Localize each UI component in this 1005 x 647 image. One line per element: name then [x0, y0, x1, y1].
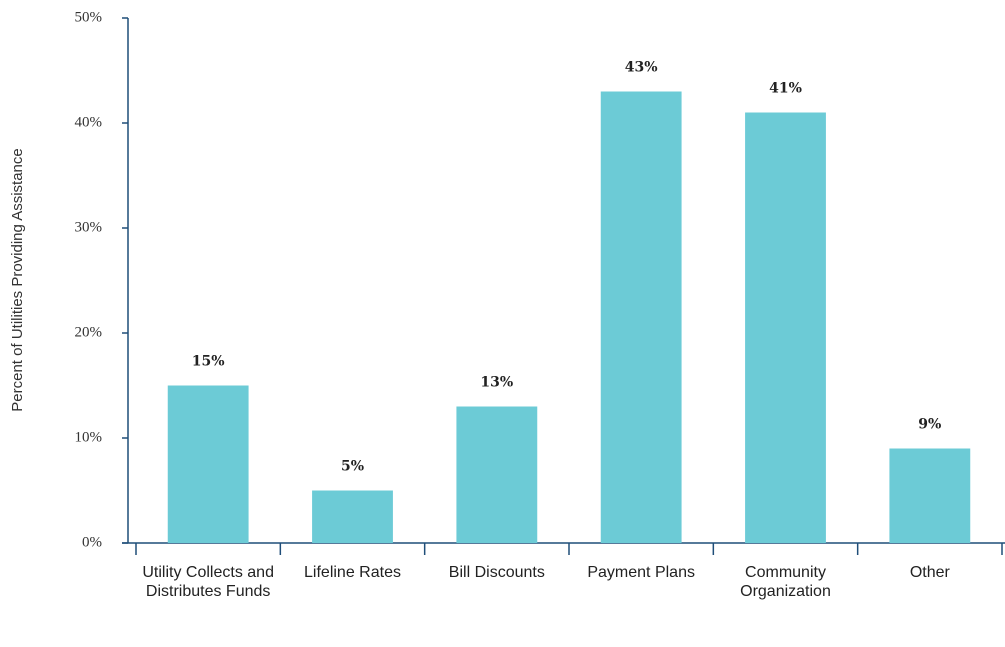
y-axis-label: Percent of Utilities Providing Assistanc…	[9, 148, 26, 411]
y-tick-label: 10%	[75, 429, 103, 445]
x-tick-label-box: Bill Discounts	[448, 564, 545, 581]
x-tick-label: Community Organization	[740, 564, 831, 600]
y-tick-label: 30%	[75, 219, 103, 235]
x-tick-label: Bill Discounts	[448, 564, 545, 581]
x-tick-label: Other	[909, 564, 950, 581]
y-tick-label: 40%	[75, 114, 103, 130]
value-label: 5%	[341, 459, 364, 475]
x-tick-label: Payment Plans	[587, 564, 695, 581]
bar	[167, 385, 249, 543]
value-label: 41%	[769, 81, 802, 97]
x-tick-label-box: Utility Collects and Distributes Funds	[142, 564, 274, 600]
value-label: 9%	[918, 417, 941, 433]
value-label: 13%	[480, 375, 513, 391]
y-tick-label: 0%	[82, 534, 102, 550]
value-label: 15%	[192, 354, 225, 370]
x-tick-label-box: Lifeline Rates	[304, 564, 401, 581]
value-label: 43%	[625, 60, 658, 76]
bar	[745, 112, 826, 543]
x-tick-label: Utility Collects and Distributes Funds	[142, 564, 274, 600]
y-tick-label: 20%	[75, 324, 103, 340]
x-tick-label: Lifeline Rates	[304, 564, 401, 581]
bar	[456, 406, 538, 543]
x-tick-label-box: Community Organization	[740, 564, 831, 600]
bar	[889, 448, 971, 543]
x-tick-label-box: Payment Plans	[587, 564, 695, 581]
bar	[312, 490, 393, 543]
y-tick-label: 50%	[75, 9, 103, 25]
x-tick-label-box: Other	[909, 564, 950, 581]
bar	[600, 91, 682, 543]
